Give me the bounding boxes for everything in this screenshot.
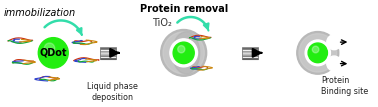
Ellipse shape <box>178 46 185 53</box>
Ellipse shape <box>161 30 207 76</box>
Bar <box>100 47 116 59</box>
Ellipse shape <box>299 34 337 72</box>
Text: immobilization: immobilization <box>4 8 76 19</box>
Text: TiO₂: TiO₂ <box>152 18 172 28</box>
Ellipse shape <box>170 39 197 67</box>
Ellipse shape <box>312 46 319 53</box>
Ellipse shape <box>327 56 341 71</box>
Bar <box>242 47 258 59</box>
Text: QDot: QDot <box>40 48 67 58</box>
Ellipse shape <box>173 42 194 64</box>
Ellipse shape <box>308 43 327 63</box>
Text: Protein
Binding site: Protein Binding site <box>321 76 369 96</box>
Ellipse shape <box>305 40 330 66</box>
Ellipse shape <box>44 43 55 54</box>
Ellipse shape <box>163 32 204 74</box>
Ellipse shape <box>38 38 68 68</box>
Text: Liquid phase
deposition: Liquid phase deposition <box>87 82 138 102</box>
Ellipse shape <box>327 35 341 50</box>
Ellipse shape <box>172 32 200 74</box>
Ellipse shape <box>297 32 339 74</box>
Text: Protein removal: Protein removal <box>139 4 228 14</box>
